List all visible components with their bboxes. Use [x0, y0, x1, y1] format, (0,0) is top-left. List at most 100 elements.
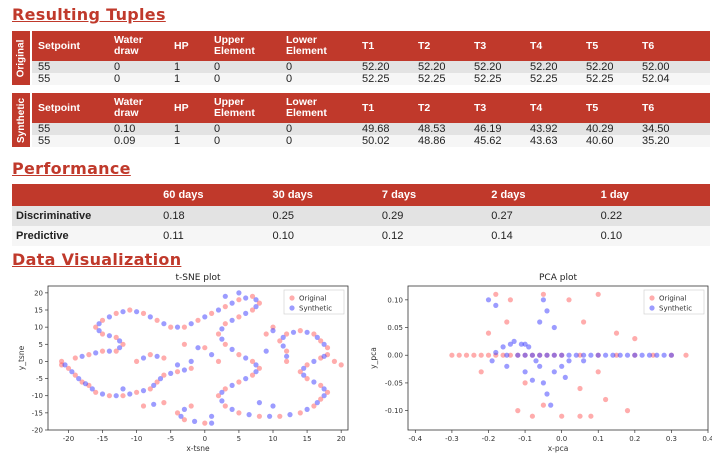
data-point — [174, 410, 181, 416]
column-header: Upper Element — [214, 97, 255, 119]
data-point — [471, 352, 477, 358]
data-point — [174, 362, 181, 368]
data-point — [147, 352, 153, 358]
data-point — [551, 369, 557, 375]
data-point — [93, 389, 99, 395]
data-point — [566, 352, 572, 358]
row-label: Discriminative — [16, 210, 92, 222]
x-axis-label: x-pca — [548, 444, 569, 453]
data-point — [301, 372, 307, 378]
data-point — [181, 341, 187, 347]
data-point — [304, 329, 310, 335]
data-point — [463, 352, 470, 358]
data-point — [215, 331, 222, 337]
data-point — [181, 406, 187, 412]
data-point — [540, 291, 546, 297]
data-point — [331, 358, 337, 364]
data-point — [324, 389, 331, 395]
table-cell: 52.25 — [418, 73, 446, 85]
table-cell: 0 — [214, 135, 221, 147]
data-point — [229, 346, 235, 352]
data-point — [229, 300, 235, 306]
data-point — [548, 402, 554, 408]
data-point — [518, 341, 524, 347]
tuple-table-original: Original Setpoint Water draw HP Upper El… — [12, 31, 710, 85]
x-axis-label: x-tsne — [186, 444, 210, 453]
table-cell: 0.25 — [272, 210, 294, 222]
data-point — [500, 344, 506, 350]
table-cell: 0.10 — [114, 123, 136, 135]
data-point — [229, 382, 235, 388]
table-cell: 1 — [174, 73, 181, 85]
table-cell: 52.04 — [642, 73, 670, 85]
data-point — [573, 352, 579, 358]
data-point — [522, 369, 528, 375]
table-cell: 48.86 — [418, 135, 446, 147]
data-point — [106, 314, 112, 320]
data-point — [168, 370, 174, 376]
legend-marker — [649, 295, 655, 301]
data-point — [256, 400, 262, 406]
table-cell: 52.25 — [474, 73, 502, 85]
column-header: T4 — [530, 40, 543, 52]
data-point — [277, 413, 283, 419]
table-cell: 0 — [214, 73, 221, 85]
data-point — [209, 352, 215, 358]
data-point — [113, 393, 119, 399]
data-point — [209, 420, 215, 426]
tsne-plot: t-SNE plot -20 -15 -10 -5 0 5 10 15 20 -20 -15 -10 -5… — [8, 270, 353, 454]
data-point — [581, 319, 587, 325]
table-cell: 45.62 — [474, 135, 502, 147]
data-point — [338, 362, 344, 368]
data-point — [311, 358, 317, 364]
legend-label: Synthetic — [299, 305, 332, 313]
data-point — [215, 393, 222, 399]
table-cell: 43.92 — [530, 123, 558, 135]
data-point — [311, 403, 317, 409]
column-header: Water draw — [114, 35, 143, 57]
table-cell: 0 — [286, 123, 293, 135]
column-header: 30 days — [272, 189, 313, 201]
data-point — [537, 352, 543, 358]
legend-box — [283, 289, 345, 315]
table-row: 55 0 1 0 0 52.20 52.20 52.20 52.20 52.20… — [32, 61, 710, 73]
data-point — [540, 380, 546, 386]
data-point — [222, 304, 228, 310]
chart-title: PCA plot — [539, 273, 577, 283]
data-point — [559, 352, 565, 358]
table-cell: 0.22 — [600, 210, 623, 222]
data-point — [489, 358, 495, 364]
data-point — [140, 388, 147, 394]
x-tick-label: 0.4 — [702, 435, 712, 443]
table-cell: 0 — [114, 73, 121, 85]
data-point — [324, 345, 331, 351]
data-point — [270, 328, 276, 334]
data-point — [209, 310, 215, 316]
table-cell: 1 — [174, 123, 181, 135]
data-point — [522, 380, 528, 386]
table-row: 55 0.09 1 0 0 50.02 48.86 45.62 43.63 40… — [32, 135, 710, 147]
data-point — [449, 352, 455, 358]
column-header: T2 — [418, 102, 431, 114]
data-point — [314, 400, 320, 406]
data-point — [253, 369, 259, 375]
data-point — [529, 413, 535, 419]
data-point — [566, 297, 572, 303]
data-point — [154, 353, 160, 359]
y-axis-label: y_tsne — [17, 345, 26, 370]
column-header: Water draw — [114, 97, 143, 119]
data-point — [215, 307, 222, 313]
table-cell: 0 — [214, 61, 221, 73]
data-point — [154, 379, 160, 385]
x-tick-label: -0.1 — [518, 435, 532, 443]
data-point — [507, 297, 513, 303]
data-point — [577, 413, 583, 419]
x-tick-label: -0.4 — [408, 435, 422, 443]
column-header: T5 — [586, 102, 599, 114]
legend-label: Synthetic — [659, 305, 692, 313]
data-point — [529, 352, 535, 358]
data-point — [222, 341, 228, 347]
data-point — [120, 309, 126, 315]
data-point — [93, 350, 99, 356]
column-header: 7 days — [381, 189, 417, 201]
